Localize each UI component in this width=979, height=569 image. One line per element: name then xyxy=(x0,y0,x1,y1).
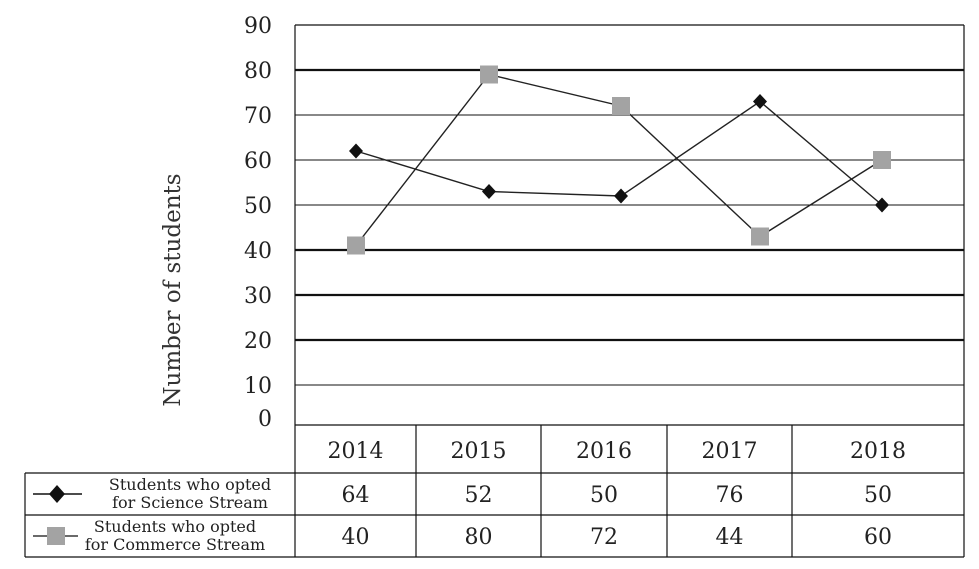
legend-diamond-icon xyxy=(49,485,65,503)
science-point-2014 xyxy=(349,143,363,159)
table-value: 64 xyxy=(342,483,370,508)
y-tick-label: 50 xyxy=(244,194,272,219)
category-label-2015: 2015 xyxy=(451,439,507,464)
y-tick-label: 0 xyxy=(258,407,272,432)
table-value: 72 xyxy=(590,525,618,550)
y-tick-label: 60 xyxy=(244,149,272,174)
legend-label: for Commerce Stream xyxy=(85,535,265,554)
y-tick-label: 10 xyxy=(244,374,272,399)
y-tick-label: 90 xyxy=(244,14,272,39)
data-table: 2014 2015 2016 2017 2018 64 52 50 76 50 Students w… xyxy=(24,424,965,558)
commerce-point-2017 xyxy=(751,227,769,246)
legend-label: Students who opted xyxy=(94,517,256,536)
commerce-point-2016 xyxy=(612,97,630,115)
category-label-2016: 2016 xyxy=(576,439,632,464)
y-tick-label: 40 xyxy=(244,239,272,264)
table-value: 60 xyxy=(864,525,892,550)
science-point-2018 xyxy=(875,197,889,213)
y-tick-label: 80 xyxy=(244,59,272,84)
y-axis-ticks: 0 10 20 30 40 50 60 70 80 90 xyxy=(244,14,272,432)
table-value: 76 xyxy=(716,483,744,508)
grid-lines xyxy=(294,24,965,425)
table-value: 80 xyxy=(465,525,493,550)
table-value: 50 xyxy=(590,483,618,508)
commerce-point-2018 xyxy=(873,151,891,169)
table-value: 52 xyxy=(465,483,493,508)
y-tick-label: 70 xyxy=(244,104,272,129)
y-tick-label: 30 xyxy=(244,284,272,309)
legend-label: Students who opted xyxy=(109,475,271,494)
category-label-2014: 2014 xyxy=(328,439,384,464)
commerce-point-2014 xyxy=(347,236,365,255)
category-label-2017: 2017 xyxy=(702,439,758,464)
y-tick-label: 20 xyxy=(244,329,272,354)
legend-square-icon xyxy=(47,527,65,545)
legend-label: for Science Stream xyxy=(112,493,268,512)
science-point-2016 xyxy=(614,188,628,204)
y-axis-label: Number of students xyxy=(160,173,186,406)
table-value: 44 xyxy=(716,525,744,550)
science-point-2017 xyxy=(753,94,767,109)
series-line-0 xyxy=(355,100,883,206)
commerce-point-2015 xyxy=(480,65,498,84)
plot-area xyxy=(347,65,891,255)
table-value: 50 xyxy=(864,483,892,508)
science-point-2015 xyxy=(482,184,496,199)
category-label-2018: 2018 xyxy=(850,439,906,464)
table-value: 40 xyxy=(342,525,370,550)
